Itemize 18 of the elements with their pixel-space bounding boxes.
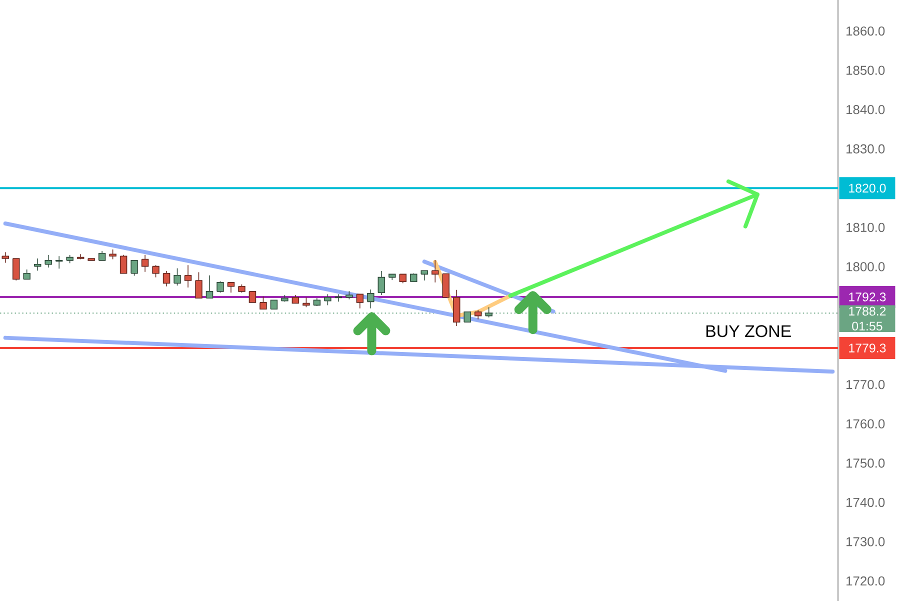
- y-tick-label: 1770.0: [846, 380, 885, 390]
- y-tick-label: 1730.0: [846, 537, 885, 546]
- y-tick-label: 1860.0: [846, 26, 885, 36]
- y-tick-label: 1760.0: [846, 419, 885, 428]
- ref-line-label: 1820.0: [849, 184, 886, 193]
- y-tick-label: 1800.0: [846, 262, 885, 272]
- annotation: BUY ZONE: [706, 325, 791, 338]
- y-tick-label: 1840.0: [846, 105, 885, 114]
- y-tick-label: 1750.0: [846, 458, 885, 468]
- y-tick-label: 1810.0: [846, 222, 885, 232]
- ref-line-label: 1788.2: [849, 306, 886, 316]
- ref-line-label: 1792.3: [849, 292, 886, 302]
- ref-line-label: 1779.3: [849, 344, 886, 352]
- y-tick-label: 1850.0: [846, 66, 885, 75]
- y-tick-label: 1720.0: [846, 576, 885, 586]
- y-tick-label: 1830.0: [846, 144, 885, 154]
- text: 01:55: [852, 322, 882, 331]
- y-tick-label: 1740.0: [846, 498, 885, 507]
